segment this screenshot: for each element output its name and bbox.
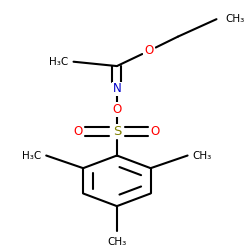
Text: O: O [151, 125, 160, 138]
Text: O: O [74, 125, 83, 138]
Text: S: S [113, 125, 121, 138]
Text: O: O [112, 103, 122, 116]
Text: H₃C: H₃C [22, 150, 41, 160]
Text: N: N [112, 82, 121, 96]
Text: CH₃: CH₃ [225, 14, 244, 24]
Text: O: O [144, 44, 154, 57]
Text: CH₃: CH₃ [107, 237, 126, 247]
Text: CH₃: CH₃ [192, 150, 212, 160]
Text: H₃C: H₃C [49, 57, 68, 67]
